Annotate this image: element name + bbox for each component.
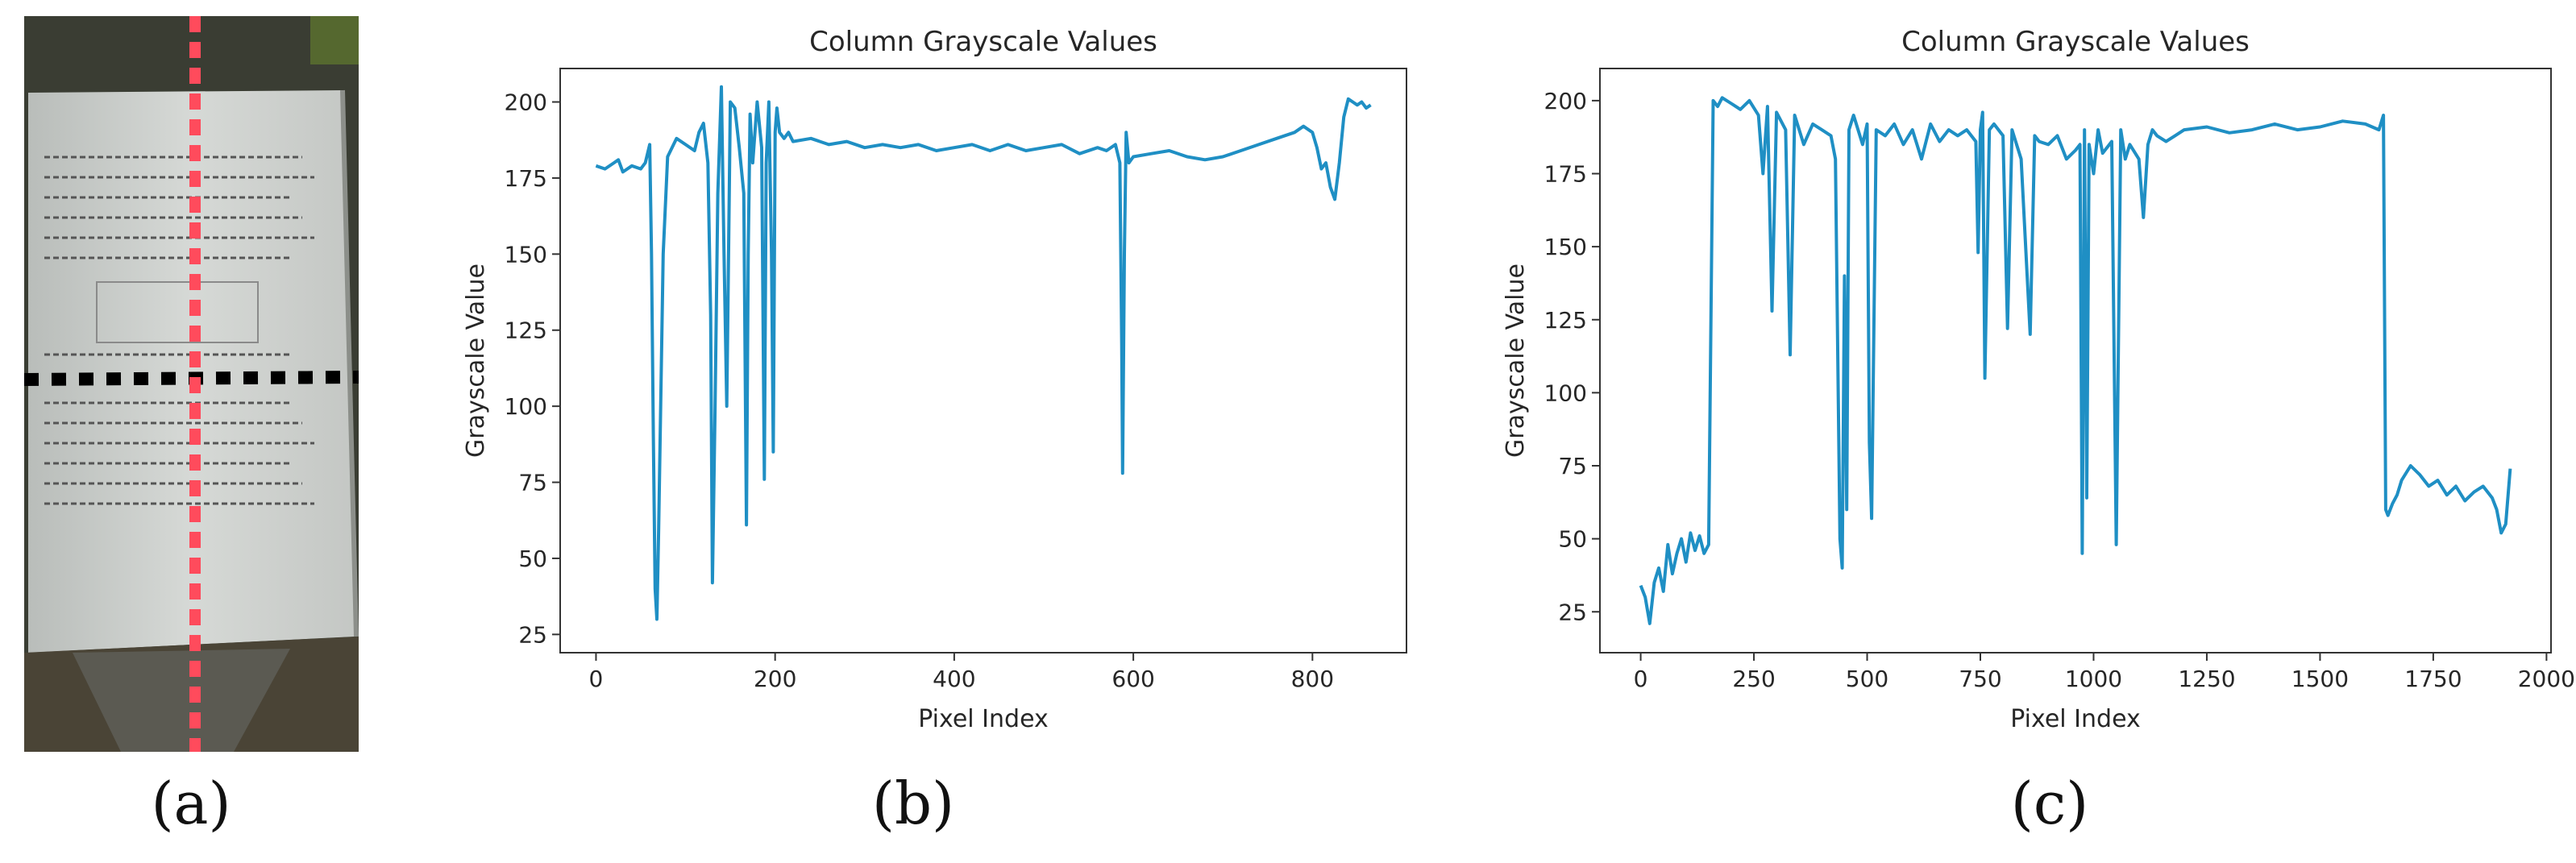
notebook-page [28, 90, 355, 653]
x-tick-label: 1250 [2178, 666, 2235, 692]
x-tick-label: 200 [754, 666, 796, 692]
y-tick-label: 150 [505, 241, 547, 268]
y-tick-label: 175 [505, 165, 547, 192]
chart-title: Column Grayscale Values [1901, 26, 2250, 58]
x-tick-label: 250 [1732, 666, 1775, 692]
panel-label-b: (b) [871, 770, 955, 837]
series-line [1639, 96, 2512, 625]
y-axis-label: Grayscale Value [462, 263, 490, 458]
y-tick-label: 125 [1544, 307, 1587, 334]
panel-label-a: (a) [151, 770, 231, 837]
chart-c: Column Grayscale Values 0 250 500 750 1000 125… [1502, 26, 2575, 733]
document-photo [24, 16, 359, 752]
handwriting-lines [44, 156, 314, 505]
table-sketch [96, 281, 259, 343]
series-line [595, 85, 1372, 621]
y-tick-label: 75 [1558, 453, 1587, 479]
y-tick-label: 200 [1544, 88, 1587, 114]
x-tick-label: 0 [1634, 666, 1648, 692]
x-tick-label: 1750 [2404, 666, 2462, 692]
y-tick-label: 100 [1544, 380, 1587, 406]
photo-corner-plant [310, 16, 359, 64]
x-tick-label: 0 [589, 666, 604, 692]
chart-title: Column Grayscale Values [809, 26, 1157, 58]
y-tick-label: 150 [1544, 234, 1587, 260]
plot-frame [559, 68, 1407, 653]
x-axis-label: Pixel Index [918, 705, 1049, 733]
x-tick-label: 400 [933, 666, 975, 692]
y-tick-label: 50 [1558, 526, 1587, 553]
panel-label-c: (c) [2010, 770, 2089, 837]
y-tick-label: 100 [505, 393, 547, 420]
shadow-region [73, 649, 290, 752]
x-tick-label: 750 [1959, 666, 2001, 692]
chart-b: Column Grayscale Values 0 200 400 600 800 25 50… [462, 26, 1407, 733]
y-tick-label: 125 [505, 317, 547, 344]
y-tick-label: 25 [1558, 599, 1587, 625]
y-tick-label: 75 [518, 470, 547, 496]
y-tick-label: 50 [518, 546, 547, 572]
notebook-edge [340, 89, 359, 637]
plot-frame [1599, 68, 2552, 653]
y-tick-label: 200 [505, 89, 547, 116]
y-axis-label: Grayscale Value [1502, 263, 1530, 458]
x-tick-label: 1000 [2065, 666, 2122, 692]
x-tick-label: 600 [1111, 666, 1154, 692]
x-tick-label: 500 [1846, 666, 1888, 692]
x-tick-label: 2000 [2518, 666, 2575, 692]
x-tick-label: 800 [1291, 666, 1334, 692]
x-axis-label: Pixel Index [2010, 705, 2141, 733]
y-tick-label: 25 [518, 621, 547, 648]
y-tick-label: 175 [1544, 161, 1587, 188]
x-tick-label: 1500 [2291, 666, 2349, 692]
